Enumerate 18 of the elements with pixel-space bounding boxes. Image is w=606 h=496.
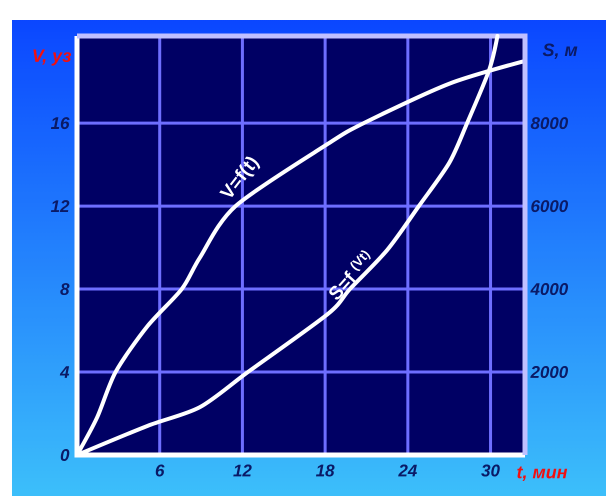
y-axis-title: V, уз	[33, 50, 72, 66]
y2-tick-label: 4000	[530, 283, 568, 296]
x-axis-title: t, мин	[517, 466, 568, 481]
y2-tick-label: 8000	[530, 117, 568, 130]
x-tick-label: 24	[398, 464, 417, 476]
y-tick-label: 8	[60, 283, 70, 296]
y2-axis-title: S, м	[542, 44, 578, 59]
x-tick-label: 30	[481, 464, 500, 477]
y-tick-label: 0	[60, 449, 70, 461]
annotation: S=f $^{(Vt)}$	[329, 250, 371, 300]
y-tick-label: 4	[60, 366, 70, 378]
x-tick-label: 12	[233, 464, 252, 476]
x-tick-label: 6	[156, 464, 165, 477]
y2-tick-label: 6000	[531, 200, 568, 212]
y2-tick-label: 2000	[530, 366, 568, 378]
x-tick-label: 18	[316, 464, 335, 477]
y-tick-label: 16	[50, 117, 70, 130]
y-tick-label: 12	[50, 200, 70, 212]
